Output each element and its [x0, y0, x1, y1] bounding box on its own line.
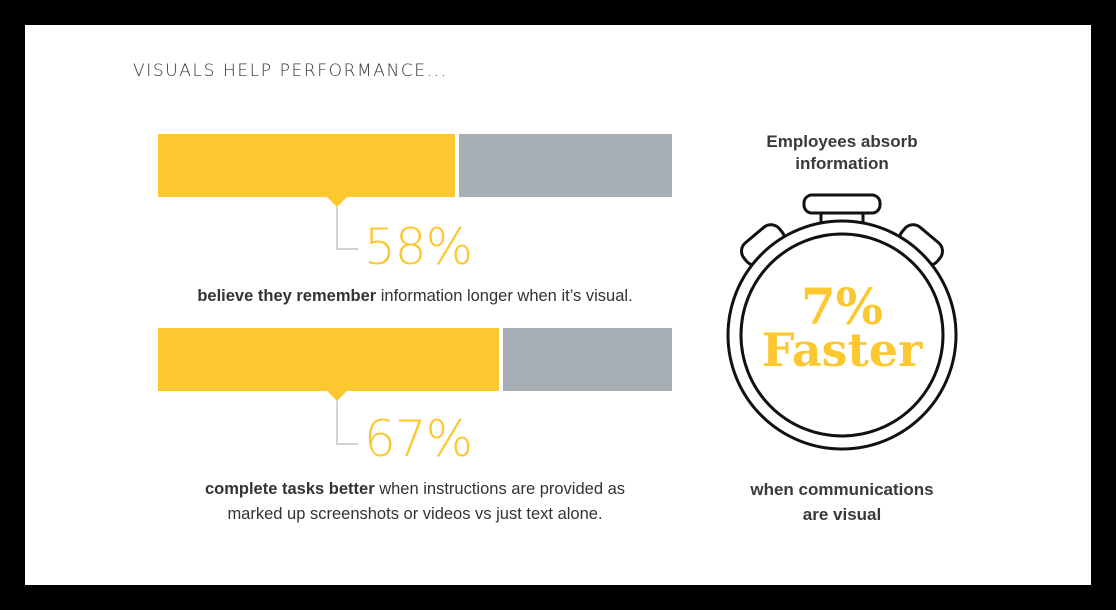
side-bottom-text: when communications are visual [712, 477, 972, 527]
side-bottom-line2: are visual [802, 505, 882, 524]
side-top-line1: Employees absorb [766, 132, 918, 151]
stopwatch-value: 7% [800, 277, 884, 336]
stat-67-rest: when instructions are provided as [374, 480, 626, 498]
pointer-triangle-icon [327, 391, 347, 401]
stat-58-value: 58% [364, 218, 473, 276]
side-top-text: Employees absorb information [712, 131, 972, 175]
bar-67-remainder [503, 328, 672, 391]
stopwatch-word: Faster [761, 323, 923, 377]
pointer-triangle-icon [327, 197, 347, 207]
connector-line [336, 207, 358, 250]
bar-58-filled [158, 134, 455, 197]
stat-67-value: 67% [364, 410, 473, 468]
section-title: VISUALS HELP PERFORMANCE... [133, 61, 448, 81]
stopwatch-icon [726, 193, 958, 451]
stat-58-bold: believe they remember [197, 287, 377, 305]
stat-67-line2: marked up screenshots or videos vs just … [227, 505, 603, 523]
stat-67-bold: complete tasks better [204, 480, 375, 498]
stat-67-description: complete tasks better when instructions … [158, 477, 672, 527]
side-bottom-line1: when communications [750, 480, 934, 499]
bar-67-filled [158, 328, 499, 391]
connector-line [336, 401, 358, 445]
side-top-line2: information [795, 154, 889, 173]
stat-58-description: believe they remember information longer… [158, 284, 672, 309]
bar-58-remainder [459, 134, 672, 197]
stat-58-rest: information longer when it’s visual. [376, 287, 633, 305]
